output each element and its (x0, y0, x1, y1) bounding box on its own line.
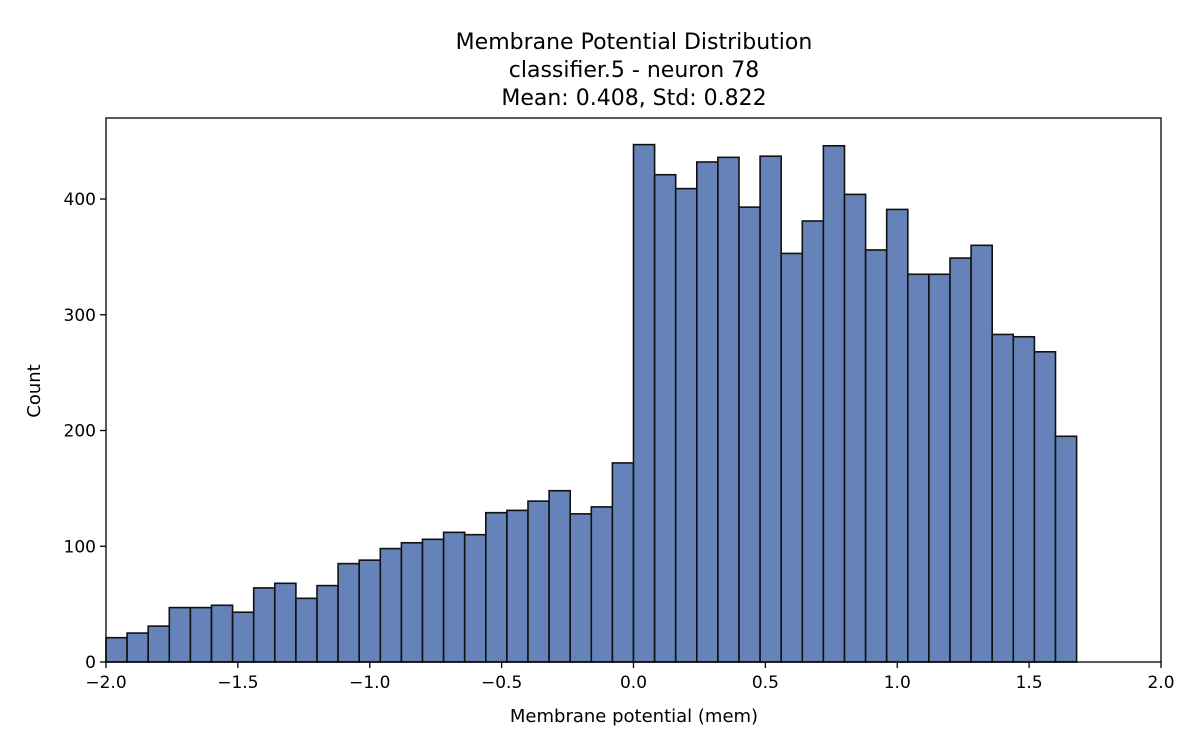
histogram-bar (168, 606, 192, 663)
chart-subtitle: classifier.5 - neuron 78 (509, 58, 759, 83)
histogram-bar (1033, 351, 1057, 663)
x-tick-label: −1.0 (349, 673, 390, 693)
histogram-bar (928, 273, 951, 663)
histogram-bar (1012, 335, 1036, 663)
y-tick-label: 300 (64, 306, 96, 326)
histogram-bar (632, 143, 656, 663)
histogram-bar (822, 144, 846, 663)
bars-group (105, 143, 1078, 663)
histogram-bar (126, 632, 149, 663)
x-axis-ticks: −2.0 −1.5 −1.0 −0.5 0.0 0.5 1.0 1.5 2.0 (85, 662, 1175, 693)
histogram-bar (885, 208, 909, 663)
histogram-bar (906, 273, 930, 663)
histogram-bar (231, 611, 255, 663)
histogram-bar (991, 333, 1015, 663)
histogram-bar (527, 500, 550, 663)
histogram-bar (316, 584, 339, 663)
histogram-bar (949, 257, 972, 663)
x-tick-label: 2.0 (1147, 673, 1174, 693)
y-tick-label: 100 (64, 537, 96, 557)
histogram-bar (611, 462, 635, 663)
histogram-bar (210, 604, 234, 663)
y-tick-label: 200 (64, 422, 96, 442)
x-axis-label: Membrane potential (mem) (510, 706, 758, 727)
x-tick-label: 1.0 (884, 673, 911, 693)
histogram-bar (653, 173, 677, 663)
y-axis-ticks: 0 100 200 300 400 (64, 190, 106, 673)
histogram-bar (337, 562, 361, 663)
plot-frame (105, 117, 1162, 663)
histogram-bar (400, 541, 424, 663)
chart-title: Membrane Potential Distribution (456, 30, 813, 55)
x-tick-label: 0.0 (620, 673, 647, 693)
x-tick-label: −1.5 (217, 673, 258, 693)
histogram-bar (674, 187, 698, 663)
histogram-bar (484, 511, 508, 663)
y-tick-label: 400 (64, 190, 96, 210)
histogram-bar (1054, 435, 1078, 663)
histogram-bar (780, 252, 804, 663)
histogram-bar (970, 244, 993, 663)
histogram-bar (569, 513, 593, 663)
y-axis-label: Count (24, 364, 45, 417)
x-tick-label: −0.5 (481, 673, 522, 693)
histogram-bar (421, 538, 445, 663)
x-tick-label: −2.0 (85, 673, 126, 693)
histogram-bar (252, 587, 276, 663)
histogram-bar (548, 489, 571, 663)
histogram-bar (759, 155, 782, 663)
histogram-bar (801, 220, 825, 663)
x-tick-label: 1.5 (1016, 673, 1043, 693)
histogram-bar (590, 506, 614, 663)
histogram-bar (379, 547, 403, 663)
histogram-bar (273, 582, 297, 663)
y-tick-label: 0 (85, 653, 96, 673)
histogram-bar (738, 206, 761, 663)
histogram-bar (463, 533, 487, 663)
histogram-bar (358, 559, 382, 663)
histogram-bar (864, 249, 888, 663)
histogram-bar (147, 625, 171, 663)
chart-stats: Mean: 0.408, Std: 0.822 (501, 86, 766, 111)
histogram-bar (295, 597, 318, 663)
histogram-bar (105, 636, 128, 663)
histogram-bar (189, 606, 213, 663)
histogram-bar (717, 156, 740, 663)
histogram-bar (843, 193, 867, 663)
histogram-bar (695, 161, 719, 663)
histogram-bar (506, 509, 529, 663)
x-tick-label: 0.5 (752, 673, 779, 693)
histogram-bar (442, 531, 466, 663)
